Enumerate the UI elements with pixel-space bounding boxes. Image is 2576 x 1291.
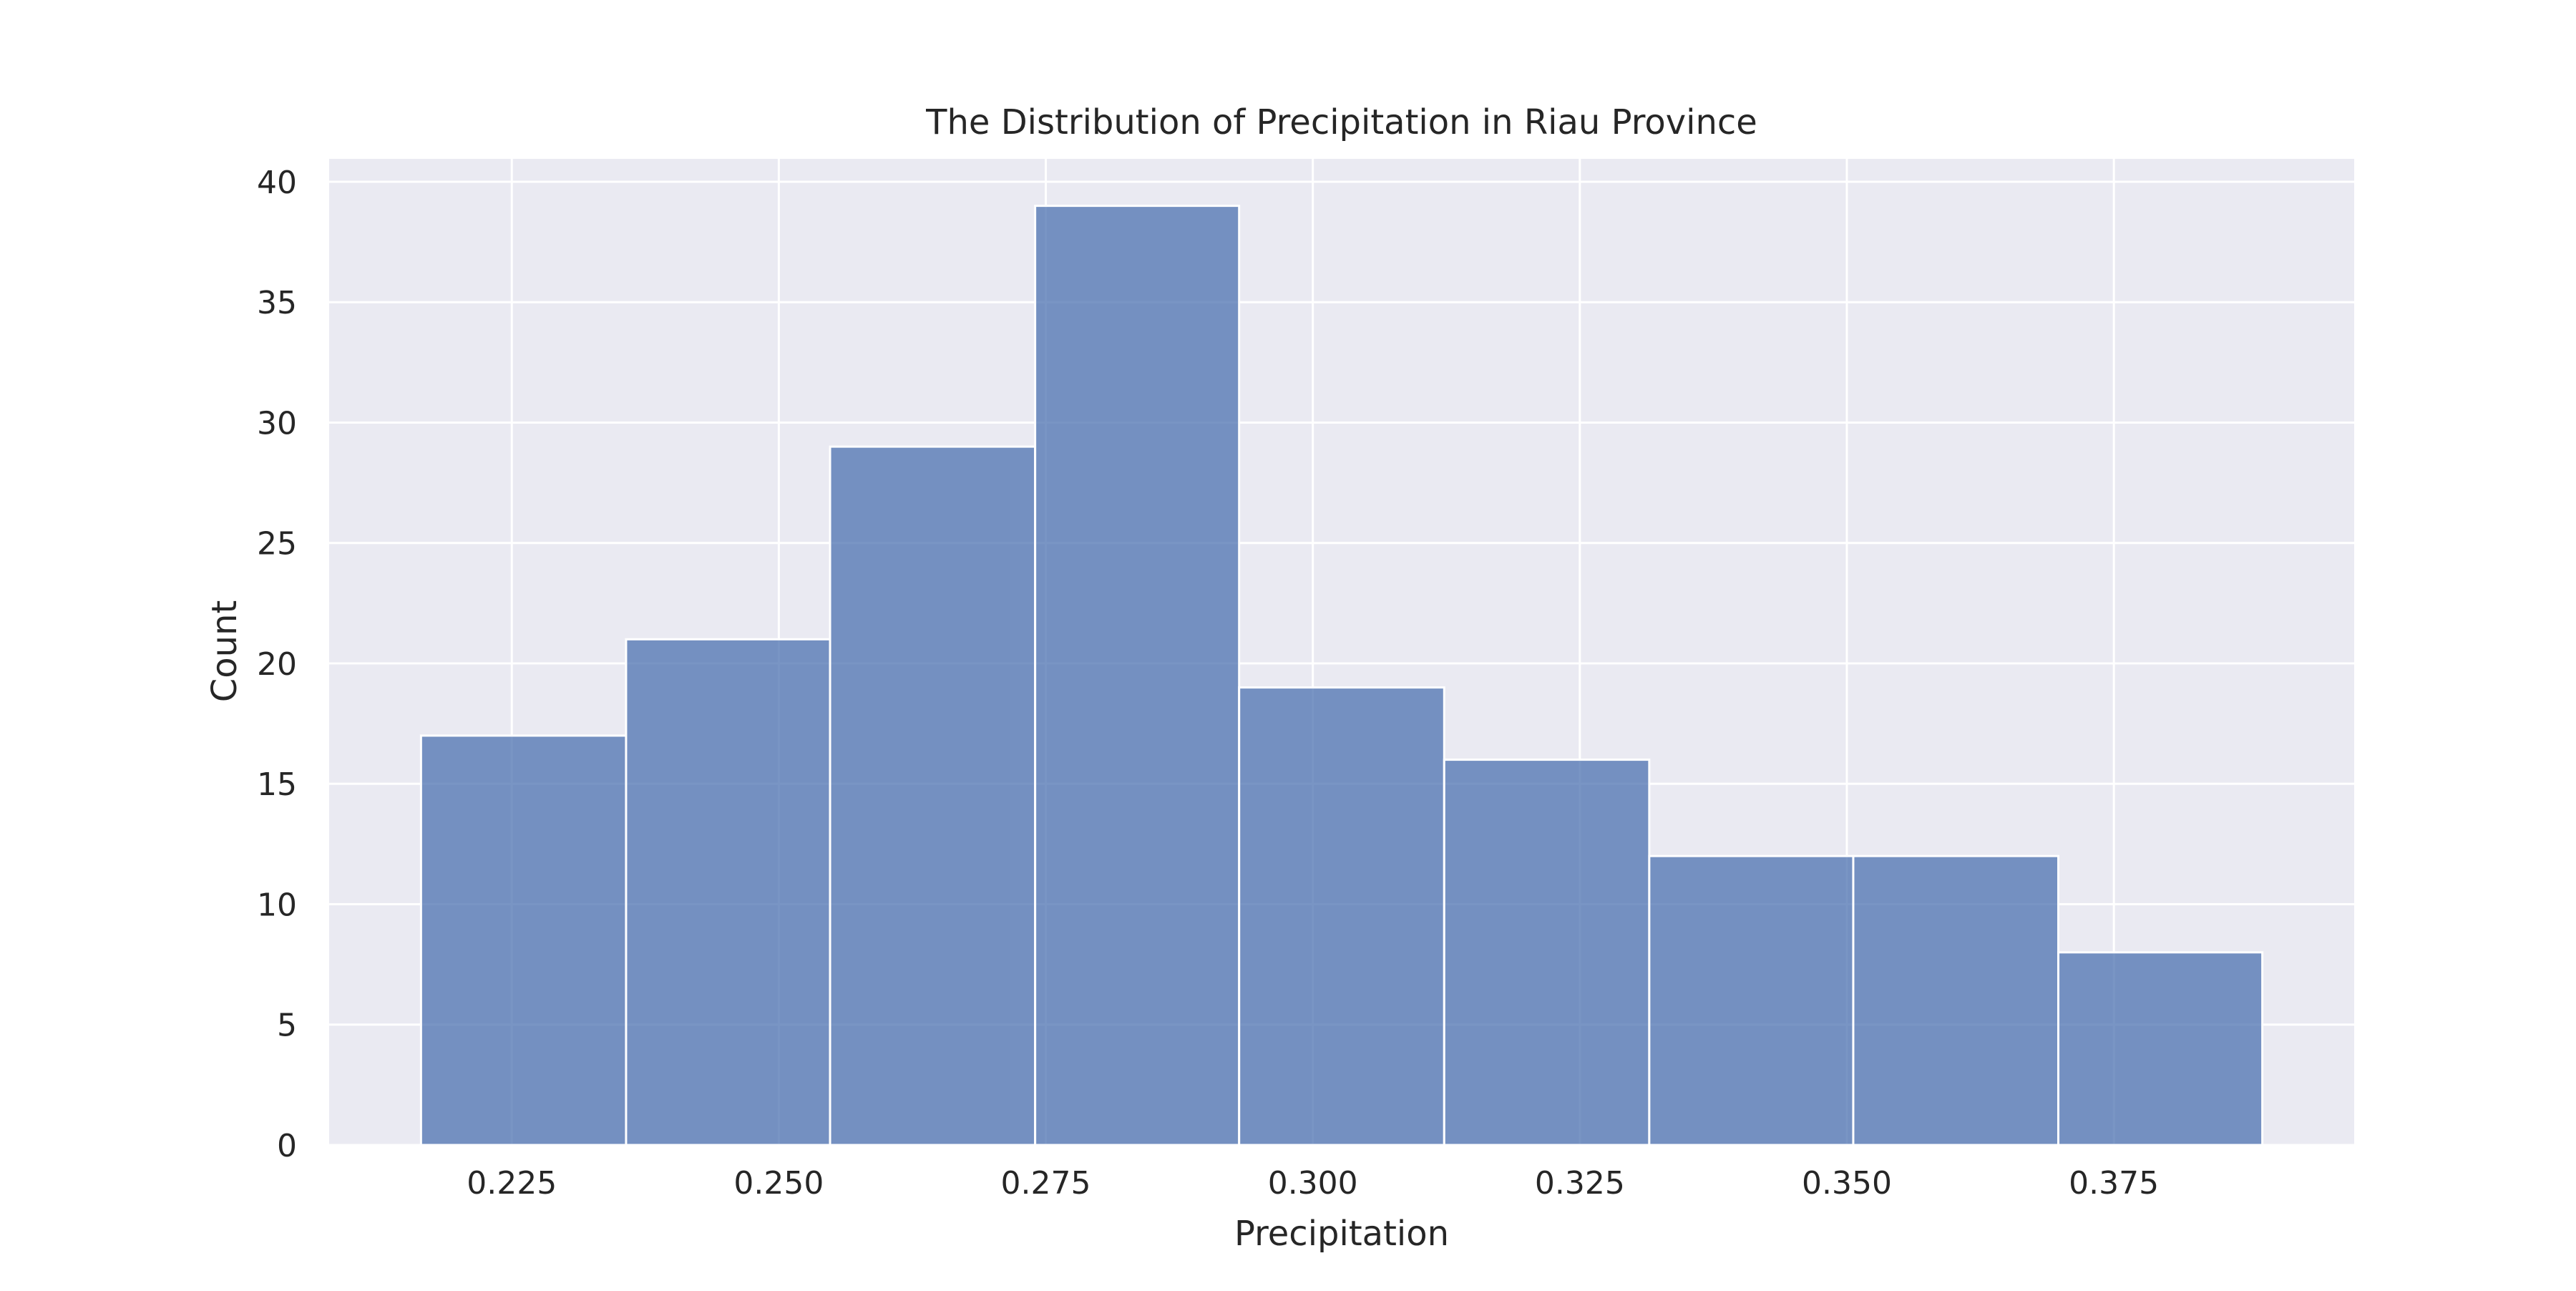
x-tick-label: 0.325 [1535,1165,1625,1202]
y-tick-label: 25 [257,526,297,562]
x-tick-label: 0.350 [1802,1165,1892,1202]
histogram-bar [1238,686,1445,1146]
histogram-bar [419,734,628,1146]
x-tick-label: 0.300 [1268,1165,1358,1202]
y-axis-ticks: 0 5 10 15 20 25 30 35 40 [257,165,297,1164]
y-tick-label: 20 [257,646,297,683]
x-tick-label: 0.250 [733,1165,824,1202]
histogram-bar [829,445,1037,1146]
x-axis-label: Precipitation [1234,1214,1449,1254]
x-tick-label: 0.375 [2069,1165,2159,1202]
histogram-bar [625,638,831,1146]
y-tick-label: 0 [277,1128,297,1164]
y-tick-label: 15 [257,766,297,803]
chart-title: The Distribution of Precipitation in Ria… [925,102,1757,142]
histogram-bar [1648,854,1855,1146]
x-tick-label: 0.225 [467,1165,557,1202]
histogram-bar [1852,854,2060,1146]
x-axis-ticks: 0.225 0.250 0.275 0.300 0.325 0.350 0.375 [467,1165,2159,1202]
y-tick-label: 40 [257,165,297,201]
y-tick-label: 30 [257,405,297,442]
histogram-bar [1443,759,1651,1146]
y-tick-label: 5 [277,1008,297,1044]
y-axis-label: Count [205,600,245,703]
x-tick-label: 0.275 [1001,1165,1091,1202]
histogram-bar [1034,205,1241,1146]
y-tick-label: 35 [257,285,297,321]
histogram-bars [419,205,2264,1146]
y-tick-label: 10 [257,887,297,923]
histogram-bar [2057,951,2264,1146]
